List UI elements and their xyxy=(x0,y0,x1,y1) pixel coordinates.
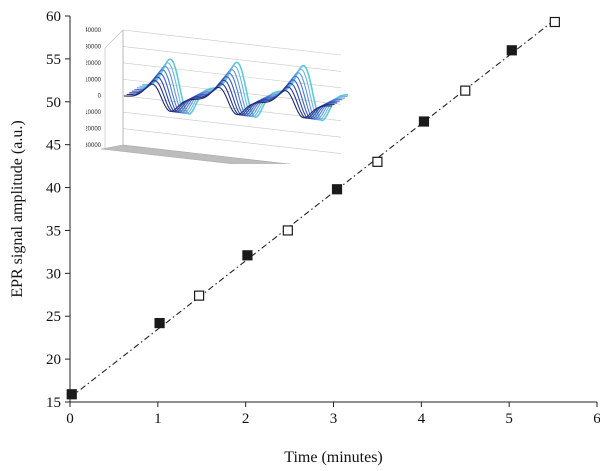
inset-trace xyxy=(126,80,335,119)
y-tick-label: 40 xyxy=(46,181,61,197)
open-square-marker xyxy=(194,290,205,301)
inset-trace xyxy=(134,69,343,120)
filled-square-marker xyxy=(506,45,517,56)
x-tick-label: 4 xyxy=(418,411,426,427)
inset-3d-chart: 40000 30000 20000 10000 0 -10000 -20000 -30000 xyxy=(82,28,348,164)
filled-square-marker xyxy=(66,389,77,400)
inset-side-edge xyxy=(104,29,124,49)
y-tick-label: 50 xyxy=(46,95,61,111)
inset-y-tick-label: 10000 xyxy=(84,77,101,83)
inset-trace xyxy=(129,76,338,120)
x-tick-label: 5 xyxy=(505,411,513,427)
x-tick-label: 1 xyxy=(154,411,162,427)
inset-trace xyxy=(142,58,348,122)
inset-gridline xyxy=(122,29,342,56)
inset-y-tick-label: -20000 xyxy=(82,127,101,133)
x-tick-label: 2 xyxy=(242,411,250,427)
y-tick-label: 25 xyxy=(46,309,61,325)
trendline xyxy=(69,17,558,399)
x-tick-label: 6 xyxy=(593,411,600,427)
inset-y-tick-label: 0 xyxy=(98,94,102,100)
filled-square-marker xyxy=(242,250,253,261)
open-square-marker xyxy=(282,225,293,236)
filled-square-marker xyxy=(154,317,165,329)
inset-y-tick-label: 30000 xyxy=(84,44,101,50)
y-tick-label: 60 xyxy=(46,9,61,25)
inset-gridline xyxy=(122,111,342,138)
inset-y-tick-label: 40000 xyxy=(84,28,101,34)
open-square-marker xyxy=(372,156,383,167)
trendline-group xyxy=(69,17,558,399)
inset-y-tick-label: -30000 xyxy=(82,143,101,149)
inset-gridline xyxy=(122,78,342,105)
y-tick-label: 55 xyxy=(46,52,61,68)
x-axis-title: Time (minutes) xyxy=(284,449,383,466)
open-square-marker xyxy=(460,85,471,96)
inset-y-tick-label: 20000 xyxy=(84,61,101,67)
inset-floor xyxy=(100,144,291,164)
y-tick-label: 15 xyxy=(46,395,61,411)
inset-gridline xyxy=(122,128,342,154)
x-tick-label: 0 xyxy=(66,411,74,427)
inset-trace xyxy=(136,65,346,121)
inset-trace xyxy=(139,62,348,121)
inset-trace xyxy=(131,72,340,120)
inset-y-tick-label: -10000 xyxy=(82,110,101,116)
y-tick-label: 20 xyxy=(46,352,61,368)
data-points xyxy=(66,16,560,400)
filled-square-marker xyxy=(418,116,430,127)
inset-trace xyxy=(123,83,333,119)
y-tick-label: 30 xyxy=(46,266,61,282)
inset-gridline xyxy=(122,95,342,122)
y-axis-title: EPR signal amplitude (a.u.) xyxy=(9,120,26,297)
y-tick-label: 35 xyxy=(46,223,61,239)
open-square-marker xyxy=(549,16,560,28)
x-tick-label: 3 xyxy=(330,411,338,427)
y-tick-label: 45 xyxy=(46,138,61,154)
filled-square-marker xyxy=(331,184,343,195)
